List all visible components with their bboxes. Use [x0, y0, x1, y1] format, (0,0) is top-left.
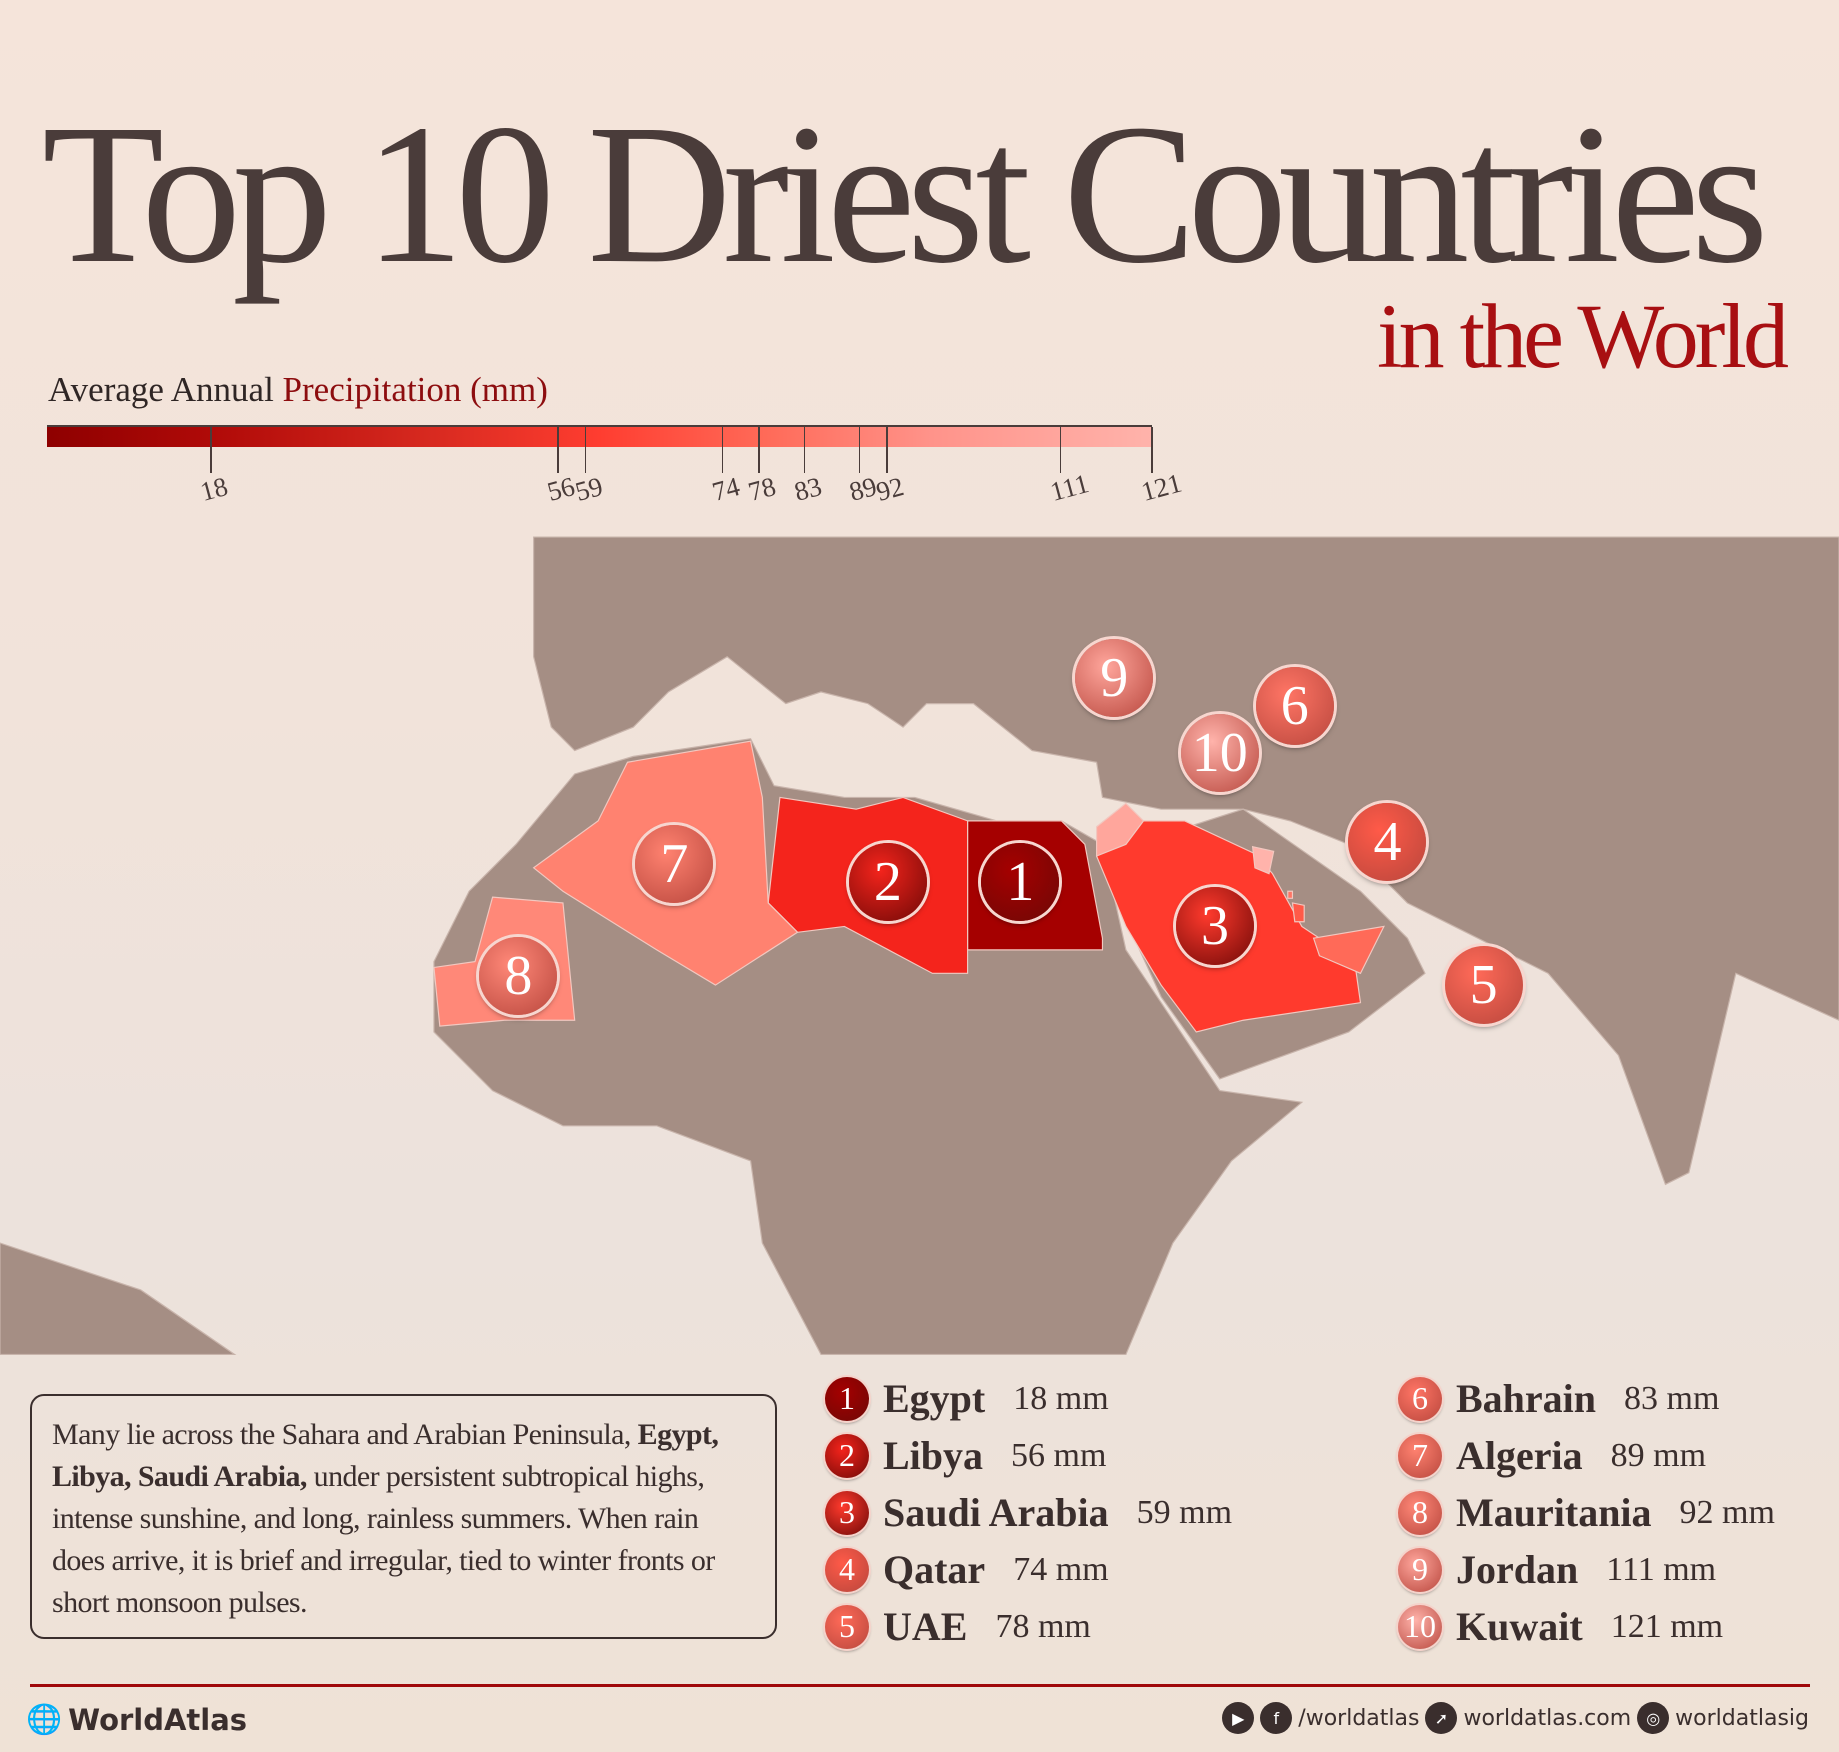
legend-tick	[210, 427, 212, 473]
map-marker-kuwait: 10	[1180, 713, 1259, 792]
rank-badge: 10	[1398, 1604, 1442, 1649]
map-marker-egypt: 1	[981, 842, 1060, 921]
legend-tick	[721, 427, 724, 473]
map-marker-qatar: 4	[1348, 802, 1427, 881]
legend-tick	[557, 427, 559, 473]
map-marker-mauritania: 8	[479, 936, 558, 1015]
country-kuwait	[1251, 845, 1275, 875]
rank-badge: 6	[1398, 1376, 1442, 1421]
instagram-icon[interactable]: ◎	[1637, 1702, 1670, 1734]
website-link[interactable]: worldatlas.com	[1463, 1705, 1632, 1731]
legend-title: Average Annual Precipitation (mm)	[48, 370, 548, 410]
legend-color-bar	[47, 425, 1153, 473]
description-rest: under persistent subtropical highs, inte…	[52, 1460, 715, 1619]
country-name: Egypt	[883, 1376, 986, 1421]
country-name: Bahrain	[1456, 1376, 1597, 1421]
country-uae	[1312, 925, 1385, 975]
legend-tick	[584, 427, 587, 473]
page-title: Top 10 Driest Countries	[42, 84, 1769, 305]
country-name: Mauritania	[1456, 1490, 1652, 1535]
legend-tick	[758, 427, 760, 473]
youtube-icon[interactable]: ▶	[1222, 1702, 1255, 1734]
map-marker-saudi-arabia: 3	[1176, 887, 1255, 966]
list-item: 3 Saudi Arabia 59 mm	[825, 1489, 1232, 1536]
facebook-icon[interactable]: f	[1260, 1702, 1293, 1734]
rank-badge: 7	[1398, 1433, 1442, 1478]
precipitation-value: 56 mm	[1011, 1436, 1107, 1474]
precipitation-value: 18 mm	[1013, 1379, 1109, 1417]
legend-tick	[886, 427, 888, 473]
precipitation-value: 74 mm	[1013, 1550, 1109, 1588]
country-name: UAE	[883, 1604, 968, 1649]
description-box: Many lie across the Sahara and Arabian P…	[30, 1394, 777, 1639]
precipitation-value: 83 mm	[1624, 1379, 1720, 1417]
map-marker-uae: 5	[1444, 946, 1523, 1025]
list-item: 9 Jordan 111 mm	[1398, 1546, 1716, 1593]
map-marker-algeria: 7	[635, 825, 714, 904]
legend-tick	[803, 427, 806, 473]
globe-icon: 🌐	[26, 1702, 63, 1736]
rank-badge: 4	[825, 1547, 869, 1592]
description-lead: Many lie across the Sahara and Arabian P…	[52, 1418, 631, 1451]
precipitation-value: 59 mm	[1136, 1493, 1233, 1531]
brand-logo[interactable]: 🌐 WorldAtlas	[26, 1702, 247, 1737]
land-eurasia	[533, 536, 1839, 1186]
country-name: Algeria	[1456, 1433, 1583, 1478]
page-subtitle: in the World	[1377, 285, 1789, 387]
country-bahrain	[1287, 890, 1294, 899]
country-name: Libya	[883, 1433, 984, 1478]
social-links: ▶ f /worldatlas ➚ worldatlas.com ◎ world…	[1222, 1702, 1809, 1734]
legend-title-highlight: Precipitation (mm)	[282, 370, 548, 409]
footer-divider	[30, 1684, 1810, 1687]
rank-badge: 8	[1398, 1490, 1442, 1535]
rank-badge: 1	[825, 1376, 869, 1421]
list-item: 4 Qatar 74 mm	[825, 1546, 1109, 1593]
country-name: Saudi Arabia	[883, 1490, 1109, 1535]
map-marker-libya: 2	[848, 842, 927, 921]
legend-title-prefix: Average Annual	[48, 370, 274, 409]
social-handle[interactable]: /worldatlas	[1298, 1705, 1420, 1731]
list-item: 7 Algeria 89 mm	[1398, 1432, 1706, 1479]
list-item: 1 Egypt 18 mm	[825, 1375, 1109, 1422]
legend-tick	[1059, 427, 1062, 473]
country-qatar	[1291, 902, 1305, 923]
precipitation-value: 89 mm	[1610, 1436, 1707, 1474]
precipitation-value: 121 mm	[1610, 1607, 1724, 1645]
description-bold: Egypt, Libya, Saudi Arabia,	[52, 1418, 719, 1493]
land-southwest	[0, 1242, 237, 1356]
map-marker-jordan: 9	[1075, 638, 1154, 717]
country-jordan	[1096, 802, 1145, 857]
list-item: 6 Bahrain 83 mm	[1398, 1375, 1719, 1422]
map-marker-bahrain: 6	[1255, 666, 1334, 745]
instagram-handle[interactable]: worldatlasig	[1675, 1705, 1809, 1731]
list-item: 10 Kuwait 121 mm	[1398, 1603, 1723, 1650]
precipitation-value: 111 mm	[1606, 1550, 1717, 1588]
rank-badge: 3	[825, 1490, 869, 1535]
list-item: 5 UAE 78 mm	[825, 1603, 1091, 1650]
list-item: 8 Mauritania 92 mm	[1398, 1489, 1775, 1536]
country-name: Jordan	[1456, 1547, 1579, 1592]
list-item: 2 Libya 56 mm	[825, 1432, 1106, 1479]
rank-badge: 5	[825, 1604, 869, 1649]
legend-tick	[1151, 427, 1153, 473]
cursor-icon[interactable]: ➚	[1425, 1702, 1458, 1734]
legend-tick	[858, 427, 861, 473]
rank-badge: 9	[1398, 1547, 1442, 1592]
brand-name: WorldAtlas	[68, 1702, 248, 1737]
precipitation-value: 92 mm	[1679, 1493, 1775, 1531]
rank-badge: 2	[825, 1433, 869, 1478]
country-name: Qatar	[883, 1547, 986, 1592]
precipitation-value: 78 mm	[995, 1607, 1091, 1645]
country-name: Kuwait	[1456, 1604, 1583, 1649]
